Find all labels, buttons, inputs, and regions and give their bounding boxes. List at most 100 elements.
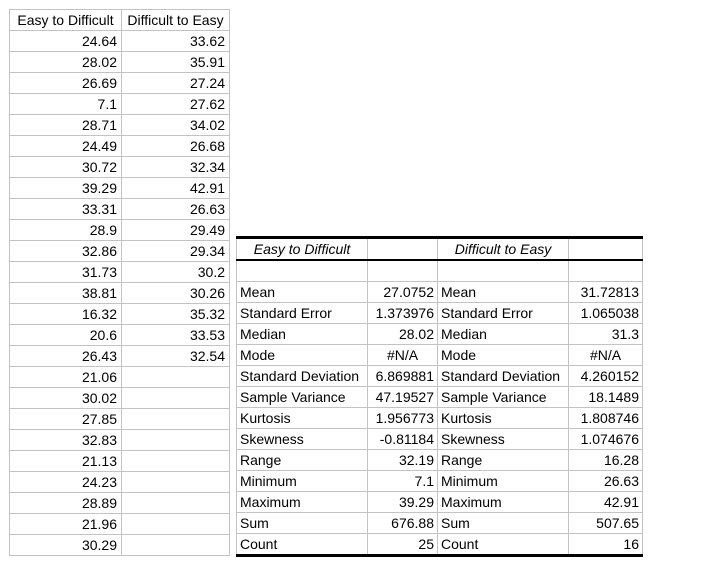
stat-label-left: Maximum xyxy=(236,491,368,513)
stat-value-right: 26.63 xyxy=(568,470,643,492)
table-row: 24.64 33.62 xyxy=(9,30,230,52)
stats-table-body: Easy to Difficult Difficult to Easy Mean… xyxy=(236,237,643,556)
data-header-easy-to-difficult: Easy to Difficult xyxy=(9,9,122,31)
cell-easy-to-difficult: 32.86 xyxy=(9,240,122,262)
cell-easy-to-difficult: 26.43 xyxy=(9,345,122,367)
cell-easy-to-difficult: 39.29 xyxy=(9,177,122,199)
table-row: 21.13 xyxy=(9,450,230,472)
stat-value-right: 1.808746 xyxy=(568,407,643,429)
stat-value-left: 28.02 xyxy=(367,323,438,345)
stat-value-left: -0.81184 xyxy=(367,428,438,450)
cell-difficult-to-easy: 29.49 xyxy=(121,219,230,241)
cell-difficult-to-easy xyxy=(121,471,230,493)
cell-easy-to-difficult: 26.69 xyxy=(9,72,122,94)
stat-label-right: Skewness xyxy=(437,428,569,450)
cell-easy-to-difficult: 16.32 xyxy=(9,303,122,325)
stats-row: Range 32.19 Range 16.28 xyxy=(236,449,643,471)
empty-cell xyxy=(236,259,368,282)
cell-difficult-to-easy: 42.91 xyxy=(121,177,230,199)
stats-row: Mean 27.0752 Mean 31.72813 xyxy=(236,281,643,303)
cell-difficult-to-easy: 34.02 xyxy=(121,114,230,136)
stat-value-right: 1.065038 xyxy=(568,302,643,324)
stat-value-left: 39.29 xyxy=(367,491,438,513)
cell-difficult-to-easy xyxy=(121,534,230,556)
stat-value-right: 4.260152 xyxy=(568,365,643,387)
stats-row: Sample Variance 47.19527 Sample Variance 18… xyxy=(236,386,643,408)
stat-label-left: Mode xyxy=(236,344,368,366)
cell-easy-to-difficult: 24.64 xyxy=(9,30,122,52)
cell-easy-to-difficult: 24.49 xyxy=(9,135,122,157)
empty-cell xyxy=(367,259,438,282)
table-row: 30.02 xyxy=(9,387,230,409)
raw-data-table: Easy to Difficult Difficult to Easy 24.6… xyxy=(9,9,230,556)
cell-easy-to-difficult: 7.1 xyxy=(9,93,122,115)
table-row: 33.31 26.63 xyxy=(9,198,230,220)
cell-easy-to-difficult: 20.6 xyxy=(9,324,122,346)
table-row: 28.9 29.49 xyxy=(9,219,230,241)
stats-row: Mode #N/A Mode #N/A xyxy=(236,344,643,366)
stat-value-left: 32.19 xyxy=(367,449,438,471)
cell-easy-to-difficult: 27.85 xyxy=(9,408,122,430)
cell-difficult-to-easy xyxy=(121,408,230,430)
stats-row: Sum 676.88 Sum 507.65 xyxy=(236,512,643,534)
stats-header-spacer-2 xyxy=(568,237,643,261)
stats-row: Standard Deviation 6.869881 Standard Devia… xyxy=(236,365,643,387)
stat-value-right: #N/A xyxy=(568,344,643,366)
table-row: 26.43 32.54 xyxy=(9,345,230,367)
table-row: 24.49 26.68 xyxy=(9,135,230,157)
cell-easy-to-difficult: 32.83 xyxy=(9,429,122,451)
stat-label-right: Count xyxy=(437,533,569,556)
cell-easy-to-difficult: 28.71 xyxy=(9,114,122,136)
table-row: 7.1 27.62 xyxy=(9,93,230,115)
cell-difficult-to-easy xyxy=(121,513,230,535)
cell-difficult-to-easy xyxy=(121,366,230,388)
table-row: 21.06 xyxy=(9,366,230,388)
table-row: 16.32 35.32 xyxy=(9,303,230,325)
stat-label-right: Minimum xyxy=(437,470,569,492)
cell-difficult-to-easy: 30.26 xyxy=(121,282,230,304)
stats-header-difficult-to-easy: Difficult to Easy xyxy=(437,237,569,261)
table-row: 39.29 42.91 xyxy=(9,177,230,199)
cell-difficult-to-easy: 26.68 xyxy=(121,135,230,157)
stats-header-spacer-1 xyxy=(367,237,438,261)
cell-difficult-to-easy: 26.63 xyxy=(121,198,230,220)
stat-label-right: Mode xyxy=(437,344,569,366)
stat-value-right: 16.28 xyxy=(568,449,643,471)
stats-row: Maximum 39.29 Maximum 42.91 xyxy=(236,491,643,513)
stats-header-row: Easy to Difficult Difficult to Easy xyxy=(236,237,643,261)
cell-easy-to-difficult: 28.9 xyxy=(9,219,122,241)
data-header-difficult-to-easy: Difficult to Easy xyxy=(121,9,230,31)
data-table-header-row: Easy to Difficult Difficult to Easy xyxy=(9,9,230,31)
stats-empty-row xyxy=(236,259,643,282)
stat-value-left: 27.0752 xyxy=(367,281,438,303)
table-row: 21.96 xyxy=(9,513,230,535)
stat-label-right: Standard Deviation xyxy=(437,365,569,387)
stat-label-left: Skewness xyxy=(236,428,368,450)
stat-label-left: Count xyxy=(236,533,368,556)
table-row: 31.73 30.2 xyxy=(9,261,230,283)
cell-easy-to-difficult: 28.02 xyxy=(9,51,122,73)
cell-difficult-to-easy: 29.34 xyxy=(121,240,230,262)
cell-difficult-to-easy: 33.53 xyxy=(121,324,230,346)
cell-easy-to-difficult: 30.29 xyxy=(9,534,122,556)
stat-label-right: Maximum xyxy=(437,491,569,513)
cell-easy-to-difficult: 30.72 xyxy=(9,156,122,178)
stat-value-left: 676.88 xyxy=(367,512,438,534)
stat-value-right: 31.3 xyxy=(568,323,643,345)
table-row: 20.6 33.53 xyxy=(9,324,230,346)
table-row: 27.85 xyxy=(9,408,230,430)
stat-value-right: 507.65 xyxy=(568,512,643,534)
stat-label-right: Range xyxy=(437,449,569,471)
table-row: 32.86 29.34 xyxy=(9,240,230,262)
stat-label-right: Standard Error xyxy=(437,302,569,324)
stat-value-right: 31.72813 xyxy=(568,281,643,303)
cell-difficult-to-easy: 32.34 xyxy=(121,156,230,178)
stat-value-left: 1.373976 xyxy=(367,302,438,324)
stat-label-left: Kurtosis xyxy=(236,407,368,429)
cell-difficult-to-easy xyxy=(121,450,230,472)
empty-cell xyxy=(568,259,643,282)
descriptive-stats-table: Easy to Difficult Difficult to Easy Mean… xyxy=(236,236,643,557)
stat-value-left: 6.869881 xyxy=(367,365,438,387)
cell-difficult-to-easy: 30.2 xyxy=(121,261,230,283)
